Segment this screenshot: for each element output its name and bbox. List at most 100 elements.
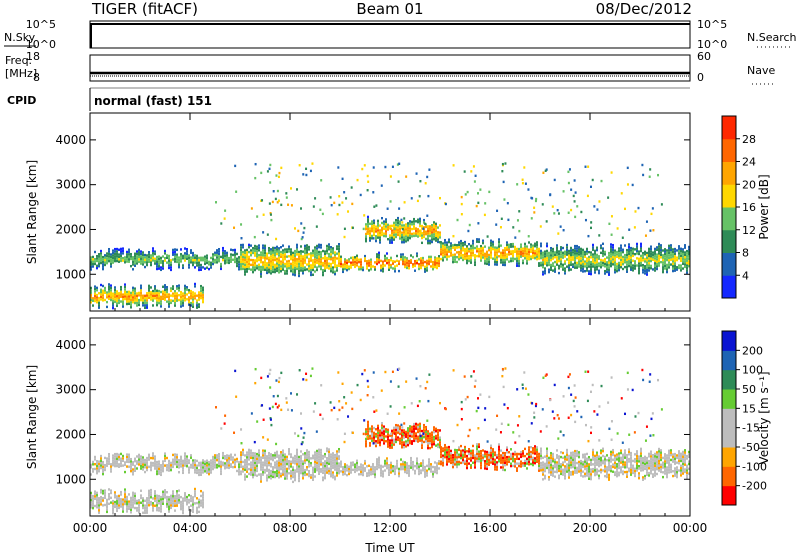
power-cell [262, 246, 264, 250]
power-cell [688, 245, 690, 249]
power-cell [377, 219, 379, 223]
velocity-cell [298, 470, 300, 473]
velocity-cell [276, 450, 278, 454]
power-cell [296, 260, 298, 263]
power-cell [274, 251, 276, 255]
power-cell [650, 252, 652, 256]
velocity-cell [385, 435, 387, 438]
velocity-cell [410, 456, 412, 460]
velocity-cell [500, 456, 502, 460]
power-cell [624, 265, 626, 269]
velocity-cell [252, 459, 254, 462]
velocity-cell [172, 495, 174, 498]
velocity-cell [420, 462, 422, 465]
velocity-cell [180, 462, 182, 466]
power-cell [360, 258, 362, 261]
power-cell [304, 256, 306, 260]
velocity-cell [314, 470, 316, 473]
power-cell [680, 257, 682, 260]
power-cell [376, 257, 378, 261]
velocity-cell [168, 495, 170, 499]
power-cell [226, 256, 228, 259]
velocity-cell [166, 466, 168, 469]
velocity-cell [401, 431, 403, 435]
power-cell [586, 259, 588, 263]
power-cell [136, 294, 138, 298]
power-cell [286, 267, 288, 270]
power-cell [662, 263, 664, 267]
velocity-cell [228, 457, 230, 460]
velocity-cell [326, 449, 328, 453]
velocity-cell [314, 468, 316, 471]
velocity-cell [439, 436, 441, 439]
velocity-cell [336, 457, 338, 460]
power-cell [398, 269, 400, 273]
velocity-cell [106, 501, 108, 504]
velocity-cell [318, 448, 320, 451]
power-cell [478, 252, 480, 256]
velocity-cell [346, 473, 348, 477]
velocity-cell [180, 455, 182, 459]
power-cell [574, 266, 576, 269]
power-cell [557, 232, 560, 235]
power-cell [392, 260, 394, 263]
power-cell [502, 261, 504, 264]
velocity-cell [494, 453, 496, 457]
velocity-cell [256, 474, 258, 477]
velocity-cell [160, 500, 162, 504]
velocity-cell [478, 443, 480, 446]
power-cell [246, 251, 248, 254]
velocity-cell [294, 478, 296, 482]
power-cell [260, 268, 262, 271]
power-cell [104, 263, 106, 267]
power-cell [314, 260, 316, 264]
power-cell [672, 248, 674, 251]
power-cell [534, 249, 536, 253]
velocity-cell [510, 464, 512, 468]
velocity-cell [546, 459, 548, 462]
velocity-cell [434, 466, 436, 469]
velocity-cell [478, 450, 480, 453]
velocity-cell [94, 495, 96, 498]
power-cell [604, 265, 606, 268]
power-cell [508, 243, 510, 247]
power-cell [403, 226, 405, 230]
power-cell [274, 270, 276, 274]
power-cell [269, 181, 272, 184]
power-cell [164, 296, 166, 299]
velocity-cell [478, 452, 480, 456]
power-cell [120, 300, 122, 303]
power-cell [372, 265, 374, 268]
power-cell [238, 260, 240, 264]
velocity-cell [338, 471, 340, 475]
velocity-cell [92, 499, 94, 503]
power-cell [188, 254, 190, 257]
power-cell [389, 224, 391, 228]
power-cell [401, 226, 403, 230]
power-cell [620, 263, 622, 267]
velocity-cell [522, 464, 524, 467]
power-cell [466, 245, 468, 248]
power-cell [630, 258, 632, 262]
power-cell [456, 243, 458, 247]
power-cell [433, 233, 435, 236]
power-cell [642, 271, 644, 274]
power-cell [407, 226, 409, 230]
power-cell [124, 297, 126, 301]
power-cell [200, 258, 202, 262]
velocity-cell [120, 502, 122, 506]
power-cell [220, 265, 222, 268]
velocity-cell [296, 448, 298, 452]
power-cell [598, 257, 600, 260]
velocity-cell [94, 462, 96, 466]
velocity-cell [142, 463, 144, 466]
velocity-cell [389, 444, 391, 447]
power-cell [236, 257, 238, 260]
velocity-cell [280, 475, 282, 478]
power-cell [439, 236, 441, 239]
power-cell [373, 219, 375, 222]
power-cell [392, 267, 394, 270]
power-cell [526, 257, 528, 260]
power-cell [385, 220, 387, 224]
